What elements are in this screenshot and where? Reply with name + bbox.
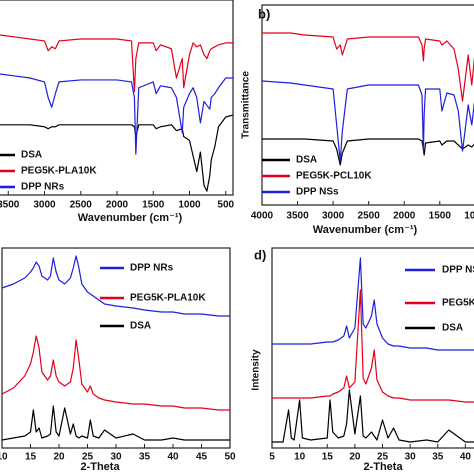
x-tick-label: 5: [269, 452, 275, 463]
y-axis-label: Transmittance: [241, 71, 252, 139]
x-tick-label: 35: [139, 452, 151, 463]
spectrum-line: [1, 335, 230, 411]
spectrum-line: [262, 138, 474, 166]
spectrum-line: [0, 34, 233, 93]
x-tick-label: 30: [405, 452, 417, 463]
x-tick-label: 1500: [142, 200, 165, 211]
spectrum-line: [0, 73, 233, 155]
x-tick-label: 2000: [106, 200, 129, 211]
x-tick-label: 3000: [33, 200, 56, 211]
spectrum-line: [261, 80, 474, 162]
x-tick-label: 30: [110, 452, 122, 463]
legend-label: DPP NRs: [130, 263, 174, 274]
x-tick-label: 40: [460, 452, 472, 463]
x-tick-label: 40: [167, 452, 179, 463]
x-tick-label: 1000: [178, 200, 201, 211]
x-tick-label: 20: [349, 452, 361, 463]
x-tick-label: 45: [196, 452, 208, 463]
x-tick-label: 10: [294, 452, 306, 463]
x-tick-label: 2500: [358, 211, 381, 222]
x-tick-label: 15: [25, 452, 37, 463]
panel: 4000 3500 3000 2500 2000 1500 1000 DSA PEG5K-PCL…: [241, 4, 474, 236]
x-axis-label: Wavenumber (cm⁻¹): [78, 212, 183, 224]
x-tick-label: 15: [322, 452, 334, 463]
x-tick-label: 1500: [429, 211, 452, 222]
x-tick-label: 1000: [464, 211, 474, 222]
x-tick-label: 20: [53, 452, 65, 463]
plot-frame: [0, 0, 234, 196]
x-tick-label: 25: [82, 452, 94, 463]
panel-label: d): [254, 247, 266, 262]
x-tick-label: 3000: [322, 211, 345, 222]
x-tick-label: 4000: [251, 211, 274, 222]
x-tick-label: 3500: [286, 211, 309, 222]
legend-label: PEG5K-PCL10K: [442, 298, 474, 309]
legend-label: DPP NSs: [442, 265, 474, 276]
x-tick-label: 2500: [70, 200, 93, 211]
x-tick-label: 50: [224, 452, 236, 463]
legend-label: DSA: [296, 155, 317, 166]
legend-label: DPP NRs: [21, 182, 65, 193]
spectrum-line: [272, 389, 474, 443]
plot-frame: [1, 247, 231, 449]
spectrum-line: [0, 114, 234, 192]
x-tick-label: 2000: [393, 211, 416, 222]
legend-label: DSA: [442, 323, 463, 334]
x-tick-label: 3500: [0, 200, 20, 211]
x-tick-label: 25: [377, 452, 389, 463]
x-tick-label: 35: [432, 452, 444, 463]
x-tick-label: 500: [217, 200, 234, 211]
spectrum-line: [262, 32, 474, 102]
x-axis-label: 2-Theta: [80, 461, 120, 473]
panel: 5 10 15 20 25 30 35 40 DPP NSs PEG5K-PCL10K DSA 2-T…: [251, 247, 474, 473]
legend-label: PEG5K-PLA10K: [130, 293, 206, 304]
legend-label: DPP NSs: [296, 187, 339, 198]
x-tick-label: 10: [0, 452, 8, 463]
legend-label: PEG5K-PLA10K: [21, 166, 97, 177]
plot-frame: [271, 247, 474, 449]
legend-label: DSA: [21, 150, 42, 161]
panel: 10 15 20 25 30 35 40 45 50 DPP NRs PEG5K-PLA10K DSA…: [0, 247, 236, 473]
spectrum-line: [272, 289, 474, 403]
spectrum-line: [1, 255, 230, 317]
x-axis-label: Wavenumber (cm⁻¹): [313, 224, 418, 236]
panel-label: b): [258, 6, 270, 21]
legend-label: DSA: [130, 321, 151, 332]
spectrum-line: [272, 257, 474, 351]
plot-frame: [261, 4, 474, 206]
x-axis-label: 2-Theta: [363, 461, 403, 473]
legend-label: PEG5K-PCL10K: [296, 171, 372, 182]
spectrum-line: [1, 405, 230, 441]
panel: 3500 3000 2500 2000 1500 1000 500 DSA PEG5K-PLA1…: [0, 0, 235, 224]
y-axis-label: Intensity: [251, 349, 262, 391]
